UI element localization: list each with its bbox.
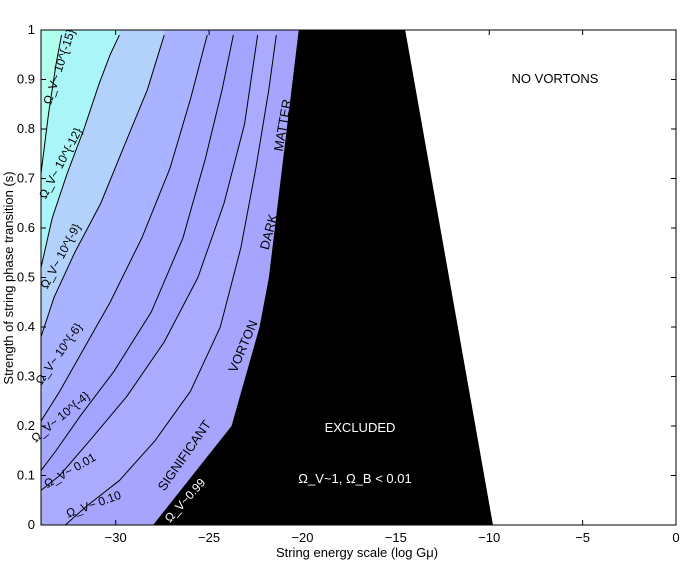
excluded-region (153, 30, 493, 525)
y-tick-label: 0.3 (17, 369, 35, 384)
contour-line-3 (40, 34, 208, 422)
y-tick-label: 1 (28, 22, 35, 37)
x-tick-label: −20 (291, 530, 313, 545)
contour-line-0 (40, 34, 63, 174)
contour-line-4 (40, 34, 234, 471)
contour-line-1 (40, 34, 120, 268)
y-tick-label: 0.8 (17, 121, 35, 136)
x-tick-label: −30 (105, 530, 127, 545)
y-tick-label: 0.1 (17, 468, 35, 483)
contour-bands (41, 30, 299, 525)
y-axis-label: Strength of string phase transition (s) (1, 171, 16, 384)
contour-line-6 (64, 34, 277, 526)
x-tick-label: −25 (198, 530, 220, 545)
x-tick-label: −10 (478, 530, 500, 545)
y-tick-label: 0.7 (17, 171, 35, 186)
x-tick-label: −5 (575, 530, 590, 545)
axis-ticks: −30 −25 −20 −15 −10 −5 0 0 0.1 0.2 0.3 0.4 0.5 0.6 0.7… (17, 22, 680, 545)
x-tick-label: 0 (672, 530, 679, 545)
y-tick-label: 0.6 (17, 220, 35, 235)
plot-area: −30 −25 −20 −15 −10 −5 0 0 0.1 0.2 0.3 0.4 0.5 0.6 0.7… (17, 22, 680, 545)
y-tick-label: 0.2 (17, 418, 35, 433)
band-0 (41, 30, 62, 174)
y-tick-label: 0.9 (17, 72, 35, 87)
x-tick-label: −15 (385, 530, 407, 545)
contour-lines (40, 34, 277, 526)
x-axis-label: String energy scale (log Gμ) (276, 545, 438, 560)
y-tick-label: 0.5 (17, 270, 35, 285)
contour-line-2 (40, 34, 165, 338)
no-vortons-label: NO VORTONS (512, 71, 599, 86)
omega-condition-label: Ω_V~1, Ω_B < 0.01 (298, 471, 411, 486)
y-tick-label: 0.4 (17, 319, 35, 334)
y-tick-label: 0 (28, 517, 35, 532)
band-1 (41, 30, 120, 268)
excluded-label: EXCLUDED (325, 420, 396, 435)
contour-line-5 (40, 34, 259, 491)
